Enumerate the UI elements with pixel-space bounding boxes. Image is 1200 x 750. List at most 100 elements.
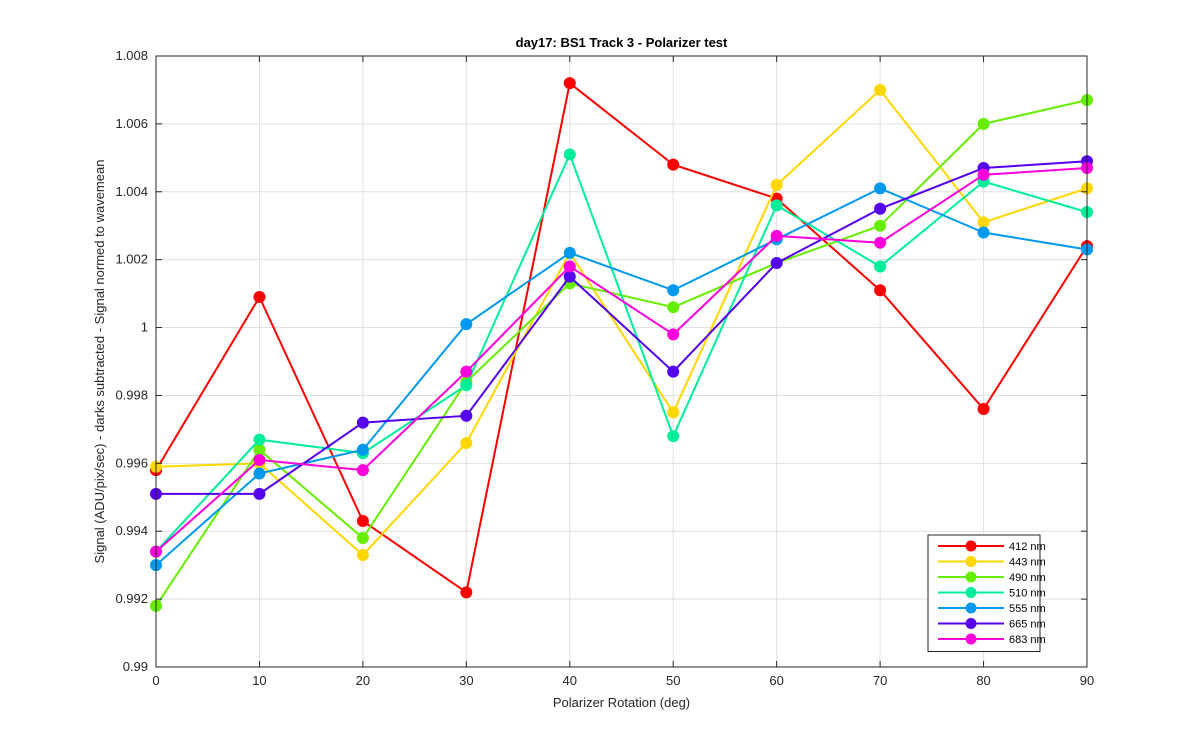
legend-marker xyxy=(965,540,977,552)
data-point xyxy=(977,403,990,416)
x-tick-label: 10 xyxy=(252,673,266,688)
legend-label: 412 nm xyxy=(1009,541,1046,553)
data-point xyxy=(874,202,887,215)
data-point xyxy=(563,77,576,90)
legend-item: 683 nm xyxy=(938,633,1046,646)
legend-marker xyxy=(965,587,977,598)
y-tick-label: 0.994 xyxy=(115,523,148,538)
series-line xyxy=(155,187,1088,566)
series-510-nm xyxy=(150,148,1093,558)
x-tick-label: 0 xyxy=(152,673,159,688)
legend-item: 443 nm xyxy=(938,556,1046,569)
data-point xyxy=(977,117,990,130)
legend-marker xyxy=(965,618,977,629)
data-point xyxy=(770,178,783,191)
data-point xyxy=(667,365,680,378)
data-point xyxy=(253,467,266,480)
data-point xyxy=(874,284,887,297)
data-point xyxy=(460,586,473,599)
data-point xyxy=(356,515,369,528)
data-point xyxy=(563,148,576,161)
data-point xyxy=(460,365,473,378)
y-tick-label: 0.998 xyxy=(115,387,148,402)
x-tick-label: 80 xyxy=(976,673,990,688)
legend-marker xyxy=(965,571,977,583)
data-point xyxy=(977,168,990,181)
x-tick-label: 50 xyxy=(666,673,680,688)
series-line xyxy=(155,88,1088,556)
data-point xyxy=(356,532,369,545)
legend-marker xyxy=(965,602,977,614)
legend-label: 490 nm xyxy=(1009,572,1046,584)
legend-marker xyxy=(965,556,977,567)
legend-item: 555 nm xyxy=(938,602,1046,615)
data-point xyxy=(770,229,783,242)
x-tick-label: 90 xyxy=(1080,673,1094,688)
x-axis-label: Polarizer Rotation (deg) xyxy=(553,695,690,710)
data-point xyxy=(460,379,473,392)
data-point xyxy=(874,219,887,232)
plot-border xyxy=(155,55,1088,668)
data-point xyxy=(356,443,369,456)
legend-item: 510 nm xyxy=(938,587,1046,600)
data-point xyxy=(667,301,680,314)
data-point xyxy=(874,182,887,195)
data-point xyxy=(253,487,266,500)
y-tick-label: 1.002 xyxy=(115,252,148,267)
data-point xyxy=(563,246,576,259)
data-point xyxy=(874,260,887,273)
data-point xyxy=(667,284,680,297)
legend-item: 490 nm xyxy=(938,571,1046,584)
data-point xyxy=(563,260,576,273)
data-point xyxy=(356,416,369,429)
y-axis-label: Signal (ADU/pix/sec) - darks subtracted … xyxy=(92,160,107,564)
y-tick-label: 1.004 xyxy=(115,184,148,199)
series-line xyxy=(155,167,1088,553)
series-layer xyxy=(150,77,1093,612)
series-line xyxy=(155,153,1088,553)
data-point xyxy=(667,430,680,443)
legend-item: 412 nm xyxy=(938,540,1046,553)
y-tick-label: 1 xyxy=(141,320,148,335)
data-point xyxy=(253,433,266,446)
legend-label: 555 nm xyxy=(1009,603,1046,615)
chart-title: day17: BS1 Track 3 - Polarizer test xyxy=(516,35,728,50)
legend-label: 443 nm xyxy=(1009,557,1046,569)
x-tick-label: 40 xyxy=(563,673,577,688)
data-point xyxy=(356,464,369,477)
data-point xyxy=(874,236,887,249)
data-point xyxy=(460,436,473,449)
data-point xyxy=(874,83,887,96)
legend-label: 665 nm xyxy=(1009,619,1046,631)
data-point xyxy=(770,257,783,270)
series-line xyxy=(155,82,1088,594)
legend-label: 510 nm xyxy=(1009,588,1046,600)
data-point xyxy=(253,453,266,466)
data-point xyxy=(460,318,473,331)
legend-label: 683 nm xyxy=(1009,634,1046,646)
y-tick-label: 0.996 xyxy=(115,455,148,470)
data-point xyxy=(977,226,990,239)
y-tick-label: 1.006 xyxy=(115,116,148,131)
data-point xyxy=(253,443,266,456)
legend-marker xyxy=(965,633,977,645)
data-point xyxy=(667,328,680,341)
data-point xyxy=(667,406,680,419)
x-tick-label: 30 xyxy=(459,673,473,688)
data-point xyxy=(977,216,990,229)
y-tick-label: 0.992 xyxy=(115,591,148,606)
x-tick-label: 60 xyxy=(769,673,783,688)
x-tick-label: 70 xyxy=(873,673,887,688)
data-point xyxy=(563,270,576,283)
data-point xyxy=(770,199,783,212)
y-tick-label: 0.99 xyxy=(123,659,148,674)
legend: 412 nm 443 nm 490 nm 510 nm 555 nm 665 nm 683 … xyxy=(927,534,1046,652)
data-point xyxy=(253,291,266,304)
axis-ticks: 0 10 20 30 40 50 60 70 80 90 0.99 0.992 0.994 0.996 0.… xyxy=(115,48,1094,688)
x-tick-label: 20 xyxy=(356,673,370,688)
data-point xyxy=(667,158,680,171)
legend-item: 665 nm xyxy=(938,618,1046,631)
data-point xyxy=(460,409,473,422)
series-line xyxy=(156,160,1088,495)
